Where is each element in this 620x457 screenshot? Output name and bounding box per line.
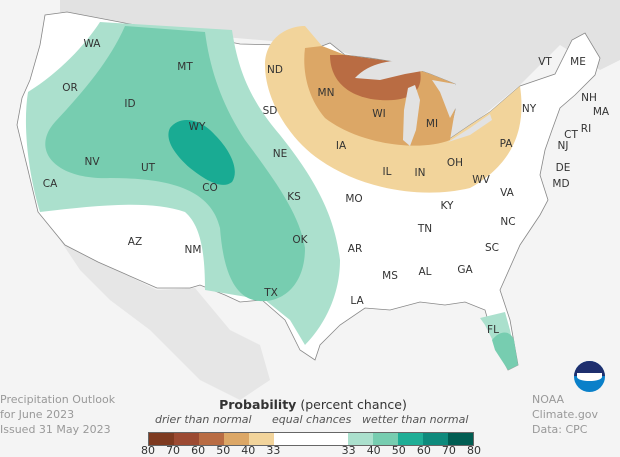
legend-swatch-wet-0 <box>348 433 374 445</box>
noaa-logo-icon <box>574 361 605 392</box>
legend-tick-wet: 60 <box>416 444 431 457</box>
legend-title: Probability (percent chance) <box>158 397 468 412</box>
state-label-nd: ND <box>267 64 283 76</box>
legend-swatch-dry-3 <box>223 433 249 445</box>
state-label-ia: IA <box>335 140 347 152</box>
legend-swatch-dry-2 <box>198 433 224 445</box>
state-label-la: LA <box>350 295 364 307</box>
legend-tick-wet: 70 <box>441 444 456 457</box>
state-label-mt: MT <box>177 61 193 73</box>
state-label-ut: UT <box>140 162 156 174</box>
wet-50-60-region <box>168 119 235 185</box>
state-label-ny: NY <box>521 103 537 115</box>
legend-swatch-wet-1 <box>373 433 399 445</box>
state-label-nv: NV <box>84 156 100 168</box>
legend-tick-wet: 40 <box>366 444 381 457</box>
legend-tick-dry: 80 <box>141 444 155 457</box>
state-label-mn: MN <box>317 87 335 99</box>
state-label-co: CO <box>202 182 218 194</box>
legend-tick-wet: 50 <box>391 444 406 457</box>
wet-florida-medium <box>492 332 518 370</box>
state-label-pa: PA <box>499 138 513 150</box>
state-label-az: AZ <box>127 236 143 248</box>
legend-swatch-dry-1 <box>173 433 199 445</box>
lake-huron <box>432 80 460 118</box>
legend-tick-dry: 60 <box>191 444 206 457</box>
state-label-oh: OH <box>446 157 464 169</box>
state-label-wv: WV <box>472 174 490 186</box>
legend-swatch-wet-2 <box>398 433 424 445</box>
lake-erie <box>448 114 492 142</box>
state-label-tn: TN <box>417 223 433 235</box>
state-label-me: ME <box>570 56 586 68</box>
lake-michigan <box>403 85 420 146</box>
state-label-nm: NM <box>184 244 202 256</box>
title-line-2: for June 2023 <box>0 408 75 421</box>
state-label-va: VA <box>500 187 514 199</box>
state-label-tx: TX <box>264 287 278 299</box>
legend-title-rest: (percent chance) <box>296 397 407 412</box>
state-label-ct: CT <box>564 129 578 141</box>
state-label-ca: CA <box>42 178 58 190</box>
legend-color-bar <box>148 432 474 446</box>
state-label-wa: WA <box>83 38 101 50</box>
legend-equal-label: equal chances <box>272 413 352 426</box>
legend-swatch-dry-0 <box>149 433 174 445</box>
state-label-de: DE <box>555 162 571 174</box>
credit-block: NOAA Climate.gov Data: CPC <box>532 392 620 437</box>
state-label-ks: KS <box>287 191 301 203</box>
credit-line-1: NOAA Climate.gov <box>532 393 599 421</box>
state-label-ok: OK <box>292 234 308 246</box>
lake-superior <box>355 60 428 80</box>
mexico-land <box>60 240 270 400</box>
state-label-ne: NE <box>272 148 288 160</box>
legend-tick-dry: 33 <box>266 444 281 457</box>
credit-line-2: Data: CPC <box>532 423 588 436</box>
state-label-vt: VT <box>538 56 552 68</box>
legend-drier-label: drier than normal <box>155 413 252 426</box>
state-label-mo: MO <box>345 193 363 205</box>
legend-tick-dry: 70 <box>166 444 181 457</box>
legend-swatch-wet-3 <box>423 433 449 445</box>
state-label-mi: MI <box>425 118 439 130</box>
state-label-nh: NH <box>581 92 597 104</box>
state-label-id: ID <box>124 98 136 110</box>
legend-swatch-equal <box>273 433 349 445</box>
state-label-fl: FL <box>487 324 499 336</box>
state-label-sc: SC <box>485 242 499 254</box>
legend-wetter-label: wetter than normal <box>362 413 469 426</box>
state-label-ms: MS <box>382 270 398 282</box>
title-line-1: Precipitation Outlook <box>0 393 116 406</box>
state-label-al: AL <box>418 266 432 278</box>
state-label-ar: AR <box>347 243 363 255</box>
state-label-md: MD <box>552 178 570 190</box>
legend-title-bold: Probability <box>219 397 297 412</box>
state-label-ga: GA <box>457 264 473 276</box>
state-label-ma: MA <box>592 106 610 118</box>
legend-tick-wet: 33 <box>341 444 356 457</box>
state-label-wy: WY <box>188 121 206 133</box>
state-label-il: IL <box>382 166 392 178</box>
state-label-in: IN <box>414 167 426 179</box>
title-line-3: Issued 31 May 2023 <box>0 423 111 436</box>
state-label-ky: KY <box>440 200 454 212</box>
state-label-nc: NC <box>500 216 516 228</box>
state-label-wi: WI <box>372 108 386 120</box>
state-label-ri: RI <box>580 123 592 135</box>
legend-tick-dry: 40 <box>241 444 256 457</box>
legend-swatch-wet-4 <box>448 433 474 445</box>
wet-40-50-region <box>45 26 305 302</box>
state-label-nj: NJ <box>557 140 569 152</box>
legend-tick-dry: 50 <box>216 444 231 457</box>
legend-tick-wet: 80 <box>467 444 481 457</box>
state-label-or: OR <box>62 82 78 94</box>
map-title-block: Precipitation Outlook for June 2023 Issu… <box>0 392 115 437</box>
legend-swatch-dry-4 <box>248 433 274 445</box>
state-label-sd: SD <box>262 105 278 117</box>
